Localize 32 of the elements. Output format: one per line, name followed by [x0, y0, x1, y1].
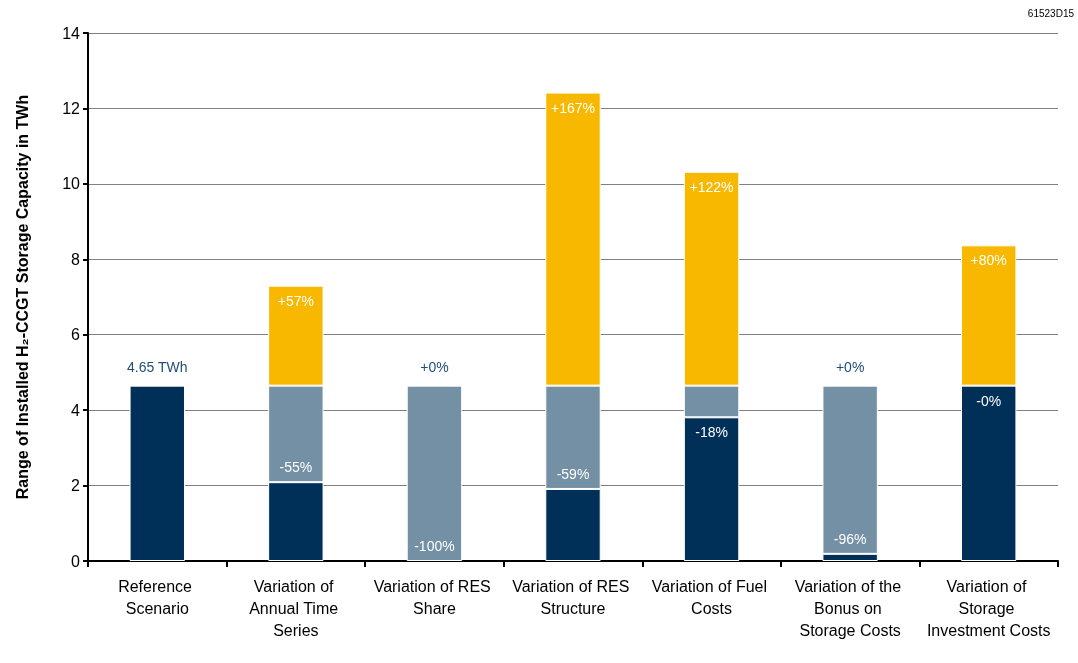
annotation: -100%: [414, 538, 455, 554]
y-tick-label: 10: [62, 175, 81, 193]
annotation: +167%: [551, 99, 595, 116]
annotation: +80%: [970, 252, 1007, 269]
annotation: +0%: [420, 358, 449, 375]
y-tick-label: 8: [71, 250, 81, 268]
y-tick-label: 6: [71, 326, 81, 344]
x-tick-label: Variation of RES Share: [373, 577, 496, 617]
bar: [406, 385, 463, 561]
y-tick-label: 4: [71, 401, 81, 419]
x-tick-label: Variation of Fuel Costs: [651, 577, 772, 617]
annotation: +122%: [689, 178, 734, 195]
y-axis-title: Range of Installed H₂-CCGT Storage Capacity in TWh: [13, 94, 31, 500]
x-tick-label: Variation of the Bonus on Storage Costs: [794, 577, 906, 639]
bar: [129, 385, 185, 561]
y-tick-label: 12: [62, 99, 81, 117]
y-tick-label: 0: [71, 552, 81, 570]
annotation: -96%: [833, 530, 867, 547]
x-tick-label: Variation of Annual Time Series: [249, 577, 343, 639]
text: 61523D15: [1027, 7, 1075, 19]
annotation: +57%: [277, 292, 314, 309]
y-tick-label: 14: [62, 24, 81, 42]
annotation: -0%: [976, 392, 1002, 409]
annotation: +0%: [835, 358, 865, 375]
x-tick-label: Variation of RES Structure: [512, 577, 634, 617]
annotation: -18%: [695, 424, 728, 441]
annotation: -59%: [556, 465, 590, 482]
annotation: 4.65 TWh: [127, 358, 188, 375]
annotation: -55%: [279, 459, 313, 476]
y-tick-label: 2: [71, 477, 81, 495]
x-tick-label: Variation of Storage Investment Costs: [926, 577, 1051, 639]
x-tick-label: Reference Scenario: [118, 577, 197, 617]
